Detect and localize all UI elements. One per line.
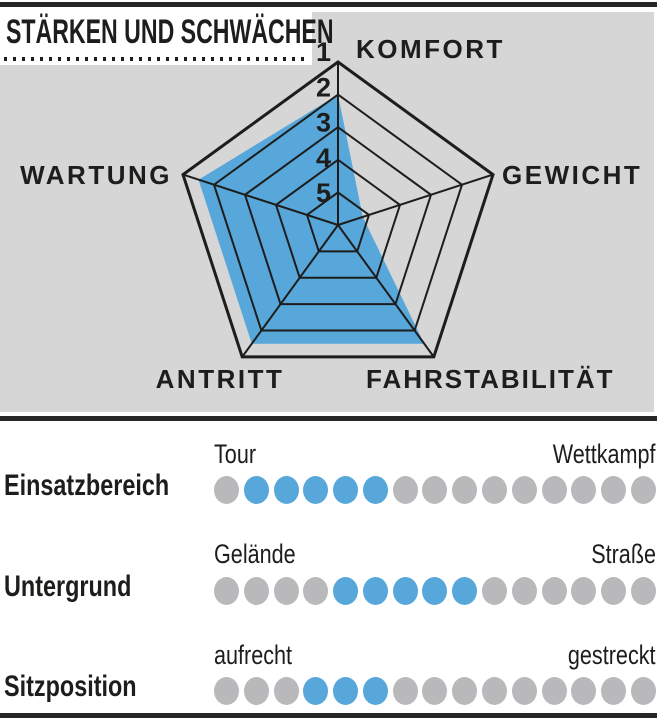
ring-scale-label: 3 <box>316 108 331 138</box>
rating-dot <box>630 677 656 706</box>
radar-grid-ring <box>243 125 433 306</box>
rating-dot-filled <box>362 576 388 605</box>
radar-grid-ring <box>212 93 464 332</box>
ring-scale-label: 4 <box>316 143 331 173</box>
rating-dot <box>452 677 478 706</box>
rating-dot <box>303 576 329 605</box>
ring-scale-label: 5 <box>316 178 331 208</box>
rating-dot <box>482 576 508 605</box>
rating-dot <box>511 476 537 505</box>
radar-chart: 1 2 3 4 5 <box>181 37 495 359</box>
rating-label: Einsatzbereich <box>4 469 170 503</box>
top-rule <box>0 2 657 7</box>
radar-spoke <box>337 173 494 226</box>
rating-dot-filled <box>392 576 418 605</box>
bottom-rule <box>0 713 657 718</box>
radar-spoke <box>337 224 435 358</box>
endpoint-right: Wettkampf <box>553 439 656 469</box>
rating-dot <box>482 476 508 505</box>
rating-dot <box>571 576 597 605</box>
rating-dot <box>243 677 269 706</box>
rating-dot <box>422 476 448 505</box>
rating-dot <box>214 476 239 505</box>
rating-dot <box>214 576 239 605</box>
radar-axis-wartung: WARTUNG <box>20 160 172 190</box>
rating-dot <box>541 576 567 605</box>
rating-dot <box>392 677 418 706</box>
radar-spoke <box>182 173 339 226</box>
rating-dot <box>482 677 508 706</box>
rating-dot-filled <box>333 576 359 605</box>
rating-dot-filled <box>303 476 329 505</box>
rating-row-einsatzbereich: Einsatzbereich Tour Wettkampf <box>0 439 660 505</box>
rating-dot <box>601 476 627 505</box>
rating-dot <box>392 476 418 505</box>
rating-dot-filled <box>362 677 388 706</box>
rating-dot <box>630 476 656 505</box>
rating-row-untergrund: Untergrund Gelände Straße <box>0 539 660 605</box>
rating-dot-filled <box>303 677 329 706</box>
radar-grid-ring <box>181 60 495 359</box>
radar-axis-antritt: ANTRITT <box>155 364 285 394</box>
endpoint-left: Tour <box>214 439 257 469</box>
rating-dot <box>422 677 448 706</box>
rating-dot <box>273 677 299 706</box>
ring-scale-label: 2 <box>316 72 331 102</box>
rating-label: Untergrund <box>4 569 132 603</box>
dot-scale <box>214 677 656 706</box>
radar-panel: 1 2 3 4 5 KOMFORT GEWICHT FAHRSTABILITÄT ANT… <box>0 7 654 412</box>
rating-dot-filled <box>362 476 388 505</box>
radar-axis-gewicht: GEWICHT <box>502 160 643 190</box>
dot-scale <box>214 576 656 605</box>
rating-dot-filled <box>243 476 269 505</box>
rating-dot <box>243 576 269 605</box>
rating-dot <box>511 677 537 706</box>
rating-dot-filled <box>333 677 359 706</box>
dotted-underline <box>4 57 304 61</box>
radar-value-polygon <box>198 94 425 344</box>
radar-grid-ring <box>274 158 402 279</box>
rating-dot <box>630 576 656 605</box>
rating-endpoints: Gelände Straße <box>214 539 656 570</box>
rating-dot <box>571 677 597 706</box>
rating-endpoints: aufrecht gestreckt <box>214 639 656 670</box>
rating-dot <box>452 476 478 505</box>
rating-dot <box>571 476 597 505</box>
endpoint-left: Gelände <box>214 539 296 570</box>
rating-dot <box>511 576 537 605</box>
radar-axis-komfort: KOMFORT <box>356 34 505 64</box>
ring-scale-label: 1 <box>316 37 331 67</box>
title-box: STÄRKEN UND SCHWÄCHEN <box>0 7 334 65</box>
radar-spoke <box>241 224 339 358</box>
rating-dot-filled <box>452 576 478 605</box>
rating-dot <box>541 476 567 505</box>
endpoint-left: aufrecht <box>214 639 293 670</box>
rating-dot-filled <box>333 476 359 505</box>
dot-scale <box>214 476 656 505</box>
endpoint-right: gestreckt <box>568 639 656 670</box>
rating-dot-filled <box>422 576 448 605</box>
rating-dot <box>214 677 239 706</box>
rating-row-sitzposition: Sitzposition aufrecht gestreckt <box>0 639 660 706</box>
rating-dot <box>273 576 299 605</box>
radar-axis-fahrstabilitaet: FAHRSTABILITÄT <box>366 364 615 394</box>
rating-dot <box>541 677 567 706</box>
page-title: STÄRKEN UND SCHWÄCHEN <box>6 13 334 51</box>
rating-dot-filled <box>273 476 299 505</box>
radar-grid-ring <box>305 191 371 253</box>
dot-rating-section: Einsatzbereich Tour Wettkampf Untergrund… <box>0 428 660 720</box>
rating-label: Sitzposition <box>4 670 137 704</box>
rating-endpoints: Tour Wettkampf <box>214 439 656 469</box>
endpoint-right: Straße <box>591 539 656 570</box>
rating-dot <box>601 677 627 706</box>
divider-rule <box>0 416 657 421</box>
rating-dot <box>601 576 627 605</box>
